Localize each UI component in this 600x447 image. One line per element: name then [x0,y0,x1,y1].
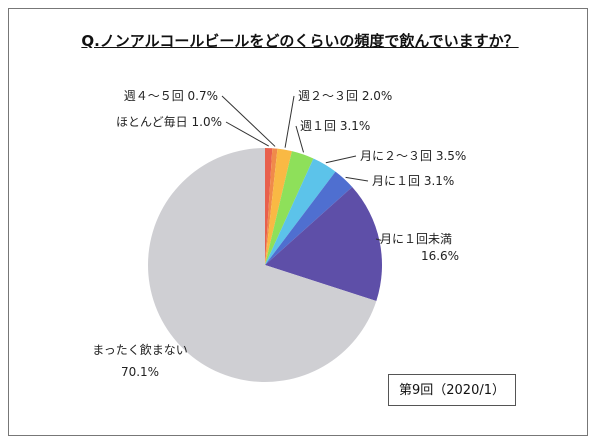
leader-line [284,95,295,148]
pie-slice [265,148,273,265]
leader-line [375,238,382,241]
leader-line [345,176,369,182]
chart-title: Q.ノンアルコールビールをどのくらいの頻度で飲んでいますか？ [81,32,519,50]
pie-slice [148,148,377,382]
slice-label: 月に１回未満 [380,232,452,246]
slice-percent: 70.1% [121,365,159,379]
slice-label: 週４～５回 0.7% [124,89,218,103]
leader-line [295,125,304,153]
pie-slice [265,151,314,265]
pie-slice [265,148,278,265]
slice-label: まったく飲まない [92,342,188,357]
slice-label: 週２～３回 2.0% [298,89,392,103]
survey-note: 第9回（2020/1） [388,374,516,406]
pie-slice [265,187,382,301]
slice-label: 月に２～３回 3.5% [360,149,466,163]
pie-slice [265,171,353,265]
slice-percent: 16.6% [421,249,459,263]
pie-slice [265,158,336,265]
slice-label: 月に１回 3.1% [372,174,454,188]
slice-label: ほとんど毎日 1.0% [116,114,222,129]
slice-label: 週１回 3.1% [300,119,370,133]
leader-line [325,155,357,164]
leader-line [221,95,276,147]
pie-slice [265,148,292,265]
chart-frame [8,8,588,436]
leader-line [225,121,269,147]
